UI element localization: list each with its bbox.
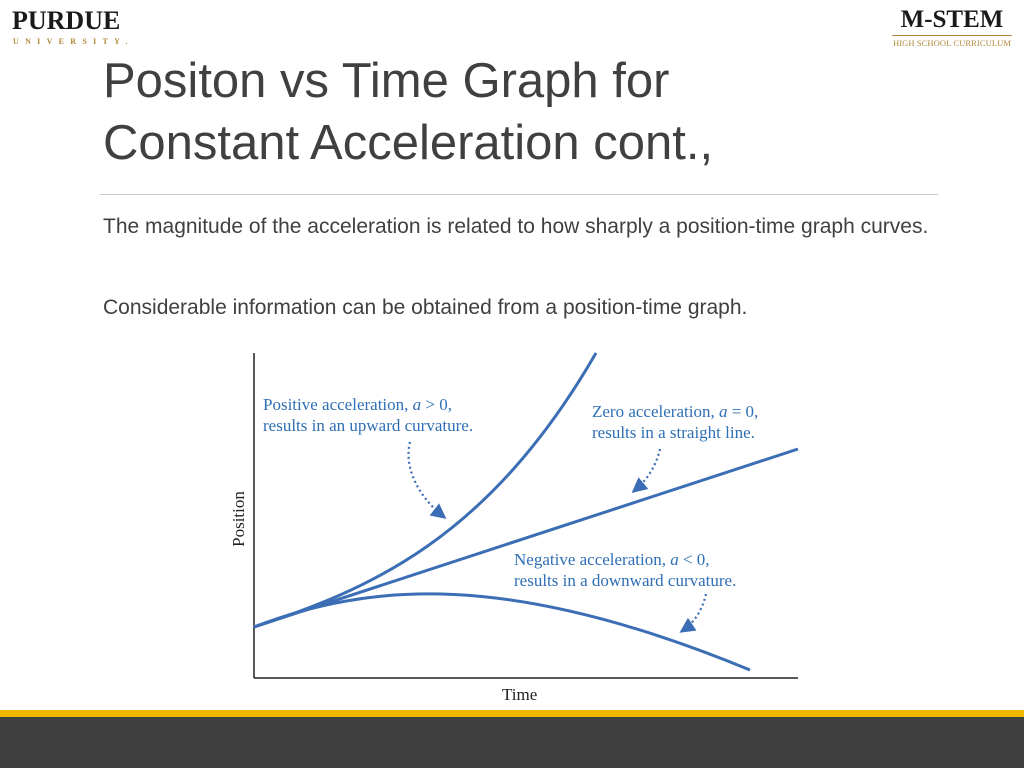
zero-acceleration-line: [253, 447, 799, 629]
zero-label-result: results in a straight line.: [592, 423, 755, 442]
body-paragraph-1: The magnitude of the acceleration is rel…: [103, 215, 929, 238]
footer-dark-bar: [0, 717, 1024, 768]
purdue-logo-subtitle: UNIVERSITY.: [13, 37, 134, 46]
mstem-logo-name: M-STEM: [900, 6, 1004, 33]
negative-acceleration-curve: [253, 592, 751, 672]
mstem-logo-rule: [892, 35, 1012, 36]
zero-label-condition: = 0,: [727, 402, 759, 421]
zero-label-variable: a: [718, 402, 728, 421]
negative-label-text: Negative acceleration,: [514, 550, 671, 569]
slide-title-line1: Positon vs Time Graph for: [103, 54, 670, 108]
position-time-diagram: [253, 352, 799, 679]
negative-pointer-arrow: [679, 593, 708, 633]
positive-pointer-arrow: [407, 441, 447, 519]
positive-label-condition: > 0,: [421, 395, 452, 414]
negative-acceleration-label: Negative acceleration, a < 0, results in…: [514, 549, 736, 591]
x-axis-title: Time: [502, 685, 538, 704]
zero-label-text: Zero acceleration,: [592, 402, 719, 421]
negative-label-variable: a: [670, 550, 679, 569]
title-divider: [100, 194, 938, 195]
negative-label-condition: < 0,: [678, 550, 710, 569]
purdue-logo: PURDUE UNIVERSITY.: [12, 8, 137, 48]
zero-pointer-arrow: [631, 448, 662, 493]
position-time-figure: Positive acceleration, a > 0, results in…: [218, 345, 818, 710]
footer-gold-bar: [0, 710, 1024, 717]
mstem-logo-subtitle: HIGH SCHOOL CURRICULUM: [892, 38, 1012, 48]
positive-acceleration-label: Positive acceleration, a > 0, results in…: [263, 394, 473, 436]
slide-title: Positon vs Time Graph for Constant Accel…: [103, 50, 963, 174]
positive-label-variable: a: [412, 395, 422, 414]
zero-acceleration-label: Zero acceleration, a = 0, results in a s…: [592, 401, 758, 443]
purdue-logo-name: PURDUE: [12, 6, 121, 35]
body-paragraph-2: Considerable information can be obtained…: [103, 296, 748, 319]
y-axis-title: Position: [229, 491, 248, 547]
slide-title-line2: Constant Acceleration cont.,: [103, 116, 714, 170]
negative-label-result: results in a downward curvature.: [514, 571, 737, 590]
mstem-logo: M-STEM HIGH SCHOOL CURRICULUM: [890, 6, 1014, 48]
positive-label-result: results in an upward curvature.: [263, 416, 474, 435]
positive-label-text: Positive acceleration,: [263, 395, 413, 414]
